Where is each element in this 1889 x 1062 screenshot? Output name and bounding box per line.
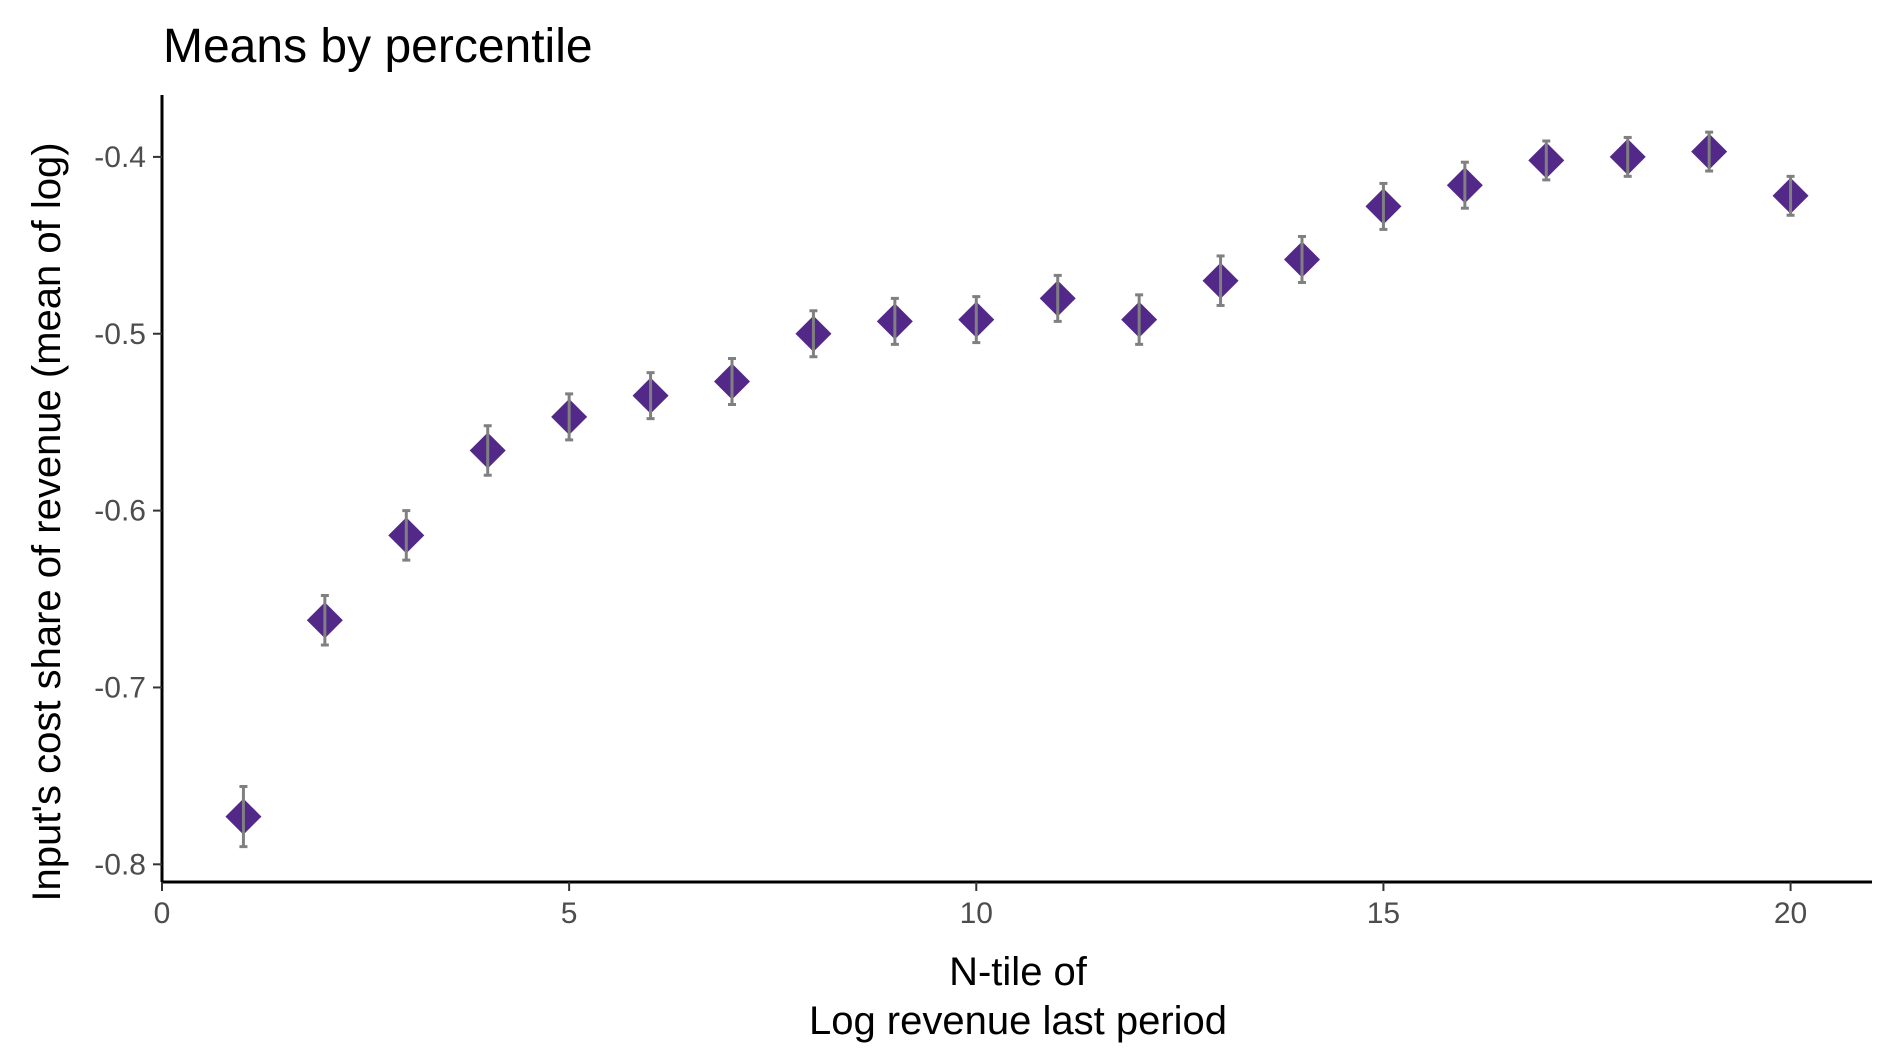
x-tick-label: 15 — [1367, 897, 1400, 930]
y-tick-label: -0.8 — [94, 848, 146, 881]
plot-area: -0.8 -0.7 -0.6 -0.5 -0.4 0 5 10 15 20 — [94, 95, 1872, 930]
y-tick-label: -0.4 — [94, 141, 146, 174]
y-tick-label: -0.5 — [94, 318, 146, 351]
y-tick-label: -0.7 — [94, 671, 146, 704]
x-tick-label: 5 — [561, 897, 578, 930]
y-tick-label: -0.6 — [94, 495, 146, 528]
x-tick-label: 0 — [154, 897, 171, 930]
y-axis-title: Input's cost share of revenue (mean of l… — [25, 142, 69, 901]
x-tick-label: 20 — [1774, 897, 1807, 930]
x-tick-label: 10 — [960, 897, 993, 930]
chart-title: Means by percentile — [163, 20, 593, 73]
x-axis-title-line-1: N-tile of — [949, 950, 1088, 994]
x-axis-title-line-2: Log revenue last period — [809, 999, 1227, 1043]
